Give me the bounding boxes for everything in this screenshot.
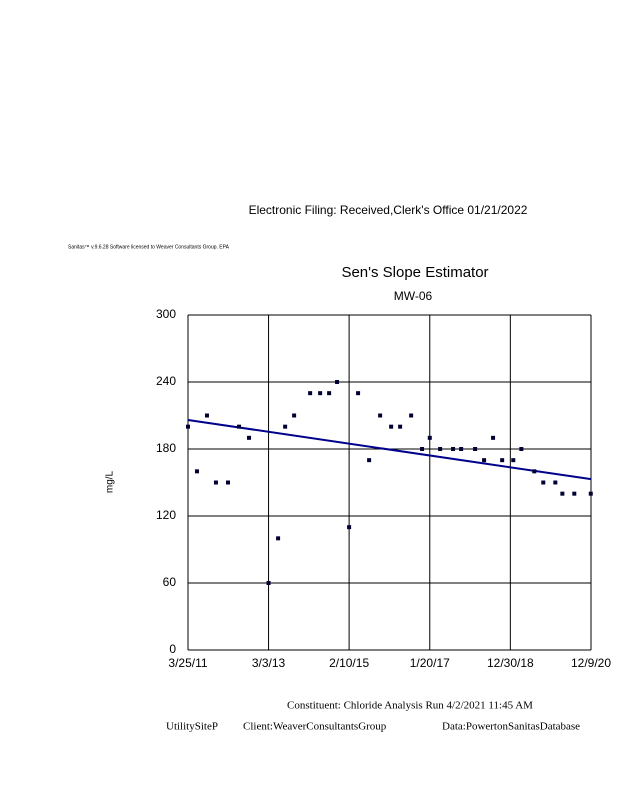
data-point xyxy=(420,447,425,451)
x-tick-label: 3/25/11 xyxy=(168,656,207,670)
data-point xyxy=(308,391,313,396)
data-point xyxy=(427,435,432,440)
data-point xyxy=(378,413,383,418)
data-point xyxy=(553,480,558,485)
data-point xyxy=(292,413,297,418)
data-point xyxy=(194,469,199,474)
data-point xyxy=(532,469,537,474)
data-point xyxy=(389,424,394,429)
data-point xyxy=(276,536,281,541)
footer-data: Data:PowertonSanitasDatabase xyxy=(442,721,580,733)
data-point xyxy=(459,447,464,451)
data-point xyxy=(482,458,487,463)
data-point xyxy=(186,424,190,429)
data-point xyxy=(473,447,478,451)
data-point xyxy=(327,391,332,396)
x-tick-label: 1/20/17 xyxy=(410,656,450,670)
data-point xyxy=(451,447,456,451)
y-axis-label: mg/L xyxy=(105,470,116,493)
data-point xyxy=(213,480,218,485)
x-tick-label: 12/30/18 xyxy=(487,656,534,670)
chart-subtitle: MW-06 xyxy=(394,289,433,303)
x-tick-label: 3/3/13 xyxy=(252,656,286,670)
filing-header: Electronic Filing: Received,Clerk's Offi… xyxy=(249,203,528,217)
footer-client: Client:WeaverConsultantsGroup xyxy=(243,721,387,733)
data-point xyxy=(409,413,414,418)
data-point xyxy=(204,413,209,418)
footer-site: UtilitySiteP xyxy=(166,721,218,733)
data-point xyxy=(347,525,352,530)
y-tick-label: 240 xyxy=(156,374,176,388)
software-note: Sanitas™ v.9.6.28 Software licensed to W… xyxy=(68,244,230,250)
data-point xyxy=(335,380,340,384)
data-point xyxy=(283,424,288,429)
data-point xyxy=(318,391,323,396)
footer-run: Constituent: Chloride Analysis Run 4/2/2… xyxy=(287,700,533,712)
data-point xyxy=(511,458,516,463)
trend-line xyxy=(187,418,592,481)
x-tick-label: 2/10/15 xyxy=(329,656,369,670)
data-point xyxy=(266,581,271,585)
data-point xyxy=(541,480,546,485)
data-point xyxy=(438,447,443,451)
data-point xyxy=(519,447,524,451)
data-point xyxy=(356,391,361,396)
y-tick-label: 0 xyxy=(169,642,176,656)
data-point xyxy=(225,480,230,485)
data-point xyxy=(367,458,372,463)
data-point xyxy=(588,491,593,496)
y-tick-label: 120 xyxy=(156,508,176,522)
data-point xyxy=(247,435,252,440)
data-point xyxy=(560,491,565,496)
chart-title: Sen's Slope Estimator xyxy=(341,264,488,281)
data-point xyxy=(500,458,505,463)
data-point xyxy=(491,435,496,440)
y-tick-label: 180 xyxy=(156,441,176,455)
y-tick-label: 60 xyxy=(163,575,177,589)
data-point xyxy=(572,491,577,496)
y-tick-label: 300 xyxy=(156,307,176,321)
x-tick-label: 12/9/20 xyxy=(571,656,611,670)
data-point xyxy=(237,424,242,429)
data-point xyxy=(398,424,403,429)
